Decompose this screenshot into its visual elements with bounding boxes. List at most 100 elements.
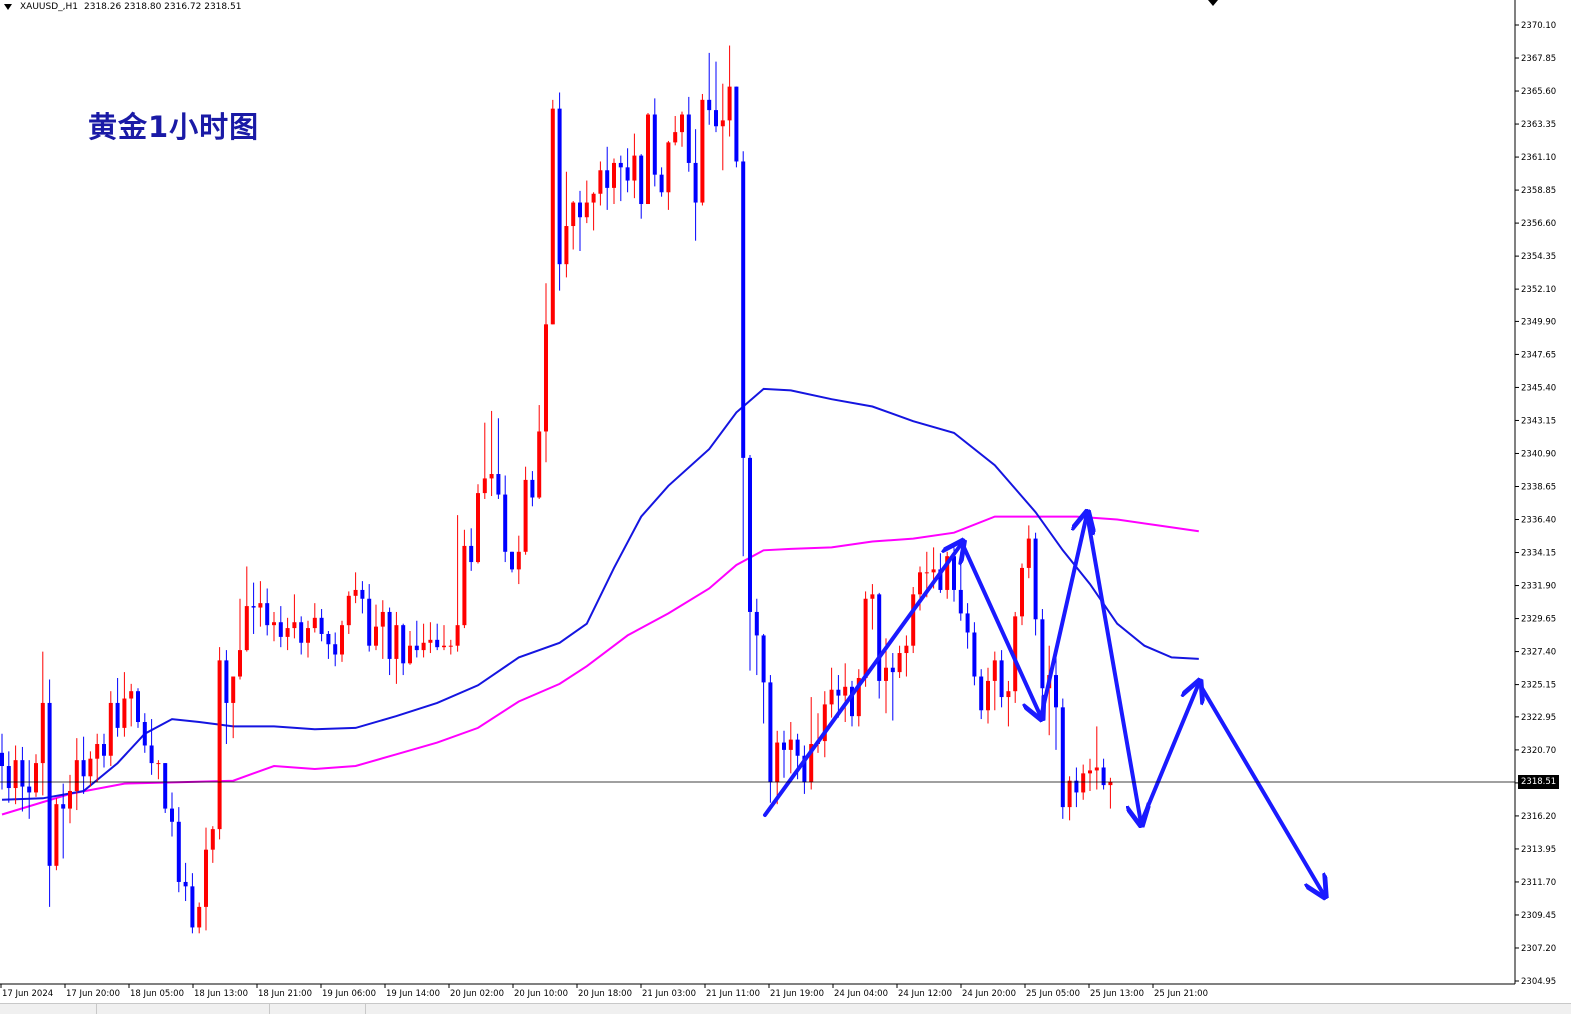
drawn-trend-arrows xyxy=(763,512,1324,895)
candle-body xyxy=(843,686,848,696)
candle xyxy=(530,471,535,507)
candle-body xyxy=(435,639,440,648)
candle xyxy=(809,697,814,790)
candle xyxy=(326,631,331,659)
candle-body xyxy=(20,760,25,787)
x-tick-label: 24 Jun 04:00 xyxy=(834,989,888,999)
candle xyxy=(54,798,59,871)
candle-body xyxy=(455,625,460,646)
candle xyxy=(210,826,215,863)
candle-body xyxy=(856,677,861,717)
y-tick-label: 2349.90 xyxy=(1521,317,1556,327)
candle xyxy=(374,604,378,651)
candle xyxy=(612,158,616,205)
x-tick-label: 17 Jun 2024 xyxy=(2,989,53,999)
candle-body xyxy=(6,766,11,789)
candle-body xyxy=(353,589,358,596)
trend-arrow[interactable] xyxy=(1085,512,1141,823)
candle xyxy=(238,598,242,680)
candlestick-series xyxy=(0,45,1113,934)
candle xyxy=(476,484,480,564)
candle xyxy=(748,454,752,671)
candle-body xyxy=(639,155,644,205)
candle-body xyxy=(632,155,637,181)
y-tick-label: 2354.35 xyxy=(1521,252,1556,262)
candle-body xyxy=(503,494,508,552)
candle xyxy=(34,754,38,797)
chart-tab[interactable] xyxy=(0,1004,97,1014)
candle-body xyxy=(578,202,582,218)
candle xyxy=(584,180,589,224)
candle-body xyxy=(707,99,712,111)
y-tick-label: 2365.60 xyxy=(1521,87,1556,97)
candle xyxy=(1026,525,1031,579)
candle-body xyxy=(584,202,589,218)
candle xyxy=(149,719,154,775)
candle-body xyxy=(285,628,290,637)
candle xyxy=(659,167,664,197)
x-tick-label: 20 Jun 18:00 xyxy=(578,989,632,999)
candle xyxy=(979,669,984,720)
candle-body xyxy=(374,626,378,646)
candle-body xyxy=(333,644,338,655)
x-tick-label: 25 Jun 05:00 xyxy=(1026,989,1080,999)
y-tick-label: 2352.10 xyxy=(1521,285,1556,295)
candle-body xyxy=(537,431,542,498)
candle-body xyxy=(1088,770,1092,774)
candle xyxy=(408,631,412,665)
candle-body xyxy=(850,686,854,717)
candle-body xyxy=(34,763,38,793)
chart-shift-marker-icon[interactable] xyxy=(1208,0,1218,6)
candle xyxy=(258,581,263,627)
candle xyxy=(482,422,487,499)
candle-body xyxy=(108,702,113,756)
candle xyxy=(605,146,610,210)
x-tick-label: 18 Jun 13:00 xyxy=(194,989,248,999)
candle xyxy=(598,161,603,206)
candle xyxy=(360,581,365,614)
candle-body xyxy=(489,474,494,479)
candle-body xyxy=(972,632,977,677)
candle-body xyxy=(1094,767,1099,771)
candle-body xyxy=(720,120,725,127)
x-tick-label: 21 Jun 03:00 xyxy=(642,989,696,999)
candle-body xyxy=(564,226,569,265)
candle-body xyxy=(965,613,970,633)
chart-tab[interactable] xyxy=(97,1004,270,1014)
candle-body xyxy=(666,142,671,193)
candle-body xyxy=(782,742,786,750)
candle xyxy=(782,730,786,778)
trend-arrow[interactable] xyxy=(763,543,962,817)
candle-body xyxy=(74,760,79,791)
candle xyxy=(646,113,650,205)
candle-body xyxy=(421,642,426,651)
candle xyxy=(986,667,990,724)
candle-body xyxy=(210,829,215,850)
candle xyxy=(686,96,691,172)
candle xyxy=(714,61,718,133)
candle xyxy=(965,603,970,649)
candle xyxy=(340,620,344,662)
x-tick-label: 21 Jun 11:00 xyxy=(706,989,760,999)
candle xyxy=(1060,698,1065,819)
trend-arrow[interactable] xyxy=(1039,514,1087,719)
trend-arrow[interactable] xyxy=(1197,681,1324,895)
candle xyxy=(292,594,297,639)
candle xyxy=(904,635,909,677)
candle xyxy=(503,475,508,563)
candle-body xyxy=(897,653,902,673)
candle-body xyxy=(693,162,698,203)
candle xyxy=(775,730,780,805)
chart-tab[interactable] xyxy=(270,1004,366,1014)
candle xyxy=(122,672,127,737)
collapse-triangle-icon[interactable] xyxy=(4,4,12,10)
candle xyxy=(61,783,66,859)
candle xyxy=(435,623,440,651)
trend-arrow[interactable] xyxy=(1139,683,1199,825)
candle-body xyxy=(1067,780,1072,808)
trend-arrow[interactable] xyxy=(960,541,1041,717)
candle xyxy=(40,651,45,796)
candle xyxy=(992,651,997,711)
y-tick-label: 2338.65 xyxy=(1521,482,1556,492)
